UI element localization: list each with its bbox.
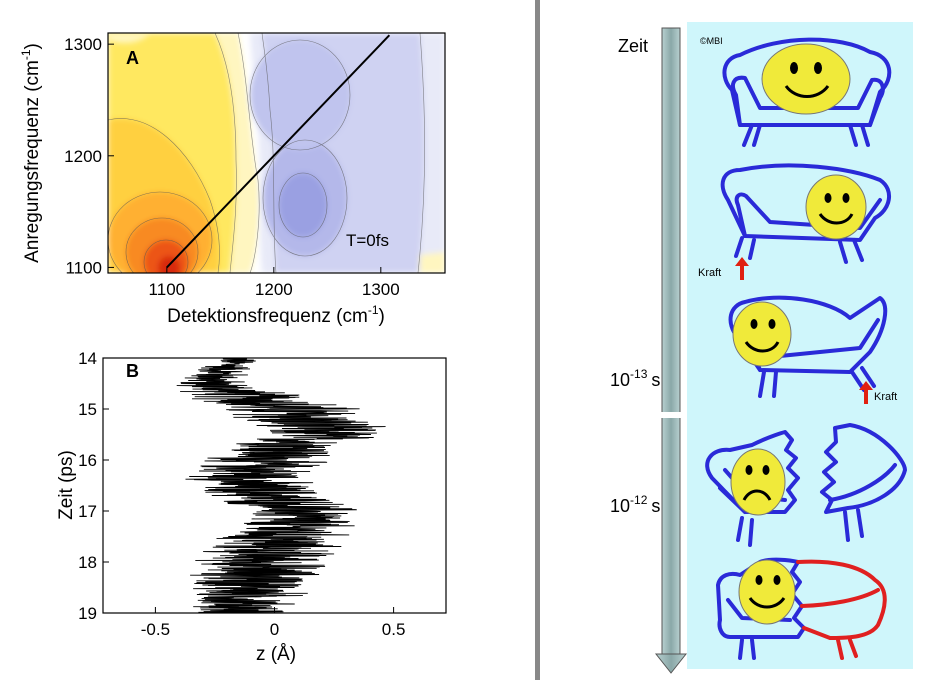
trajectory-x-axis-label: z (Å)	[256, 644, 296, 665]
x-tick-label: 1300	[362, 280, 400, 299]
smiley-face-happy	[805, 174, 867, 240]
x-tick-label: 0.5	[382, 620, 406, 639]
time-mark-1e-12: 10-12 s	[610, 493, 660, 516]
sofa-broken	[705, 423, 907, 547]
heatmap-ticks: 1100 1200 1300 1100 1200 1300	[64, 35, 400, 299]
x-tick-label: 1100	[149, 280, 186, 299]
copyright-label: ©MBI	[700, 36, 723, 46]
y-tick-label: 1200	[64, 147, 102, 166]
trajectory-ticks: -0.5 0 0.5 14 15 16 17 18 19	[78, 349, 405, 639]
smiley-face-happy	[738, 559, 796, 625]
y-tick-label: 15	[78, 400, 97, 419]
schematic-background	[687, 22, 913, 669]
negative-peak	[108, 33, 445, 273]
trajectory-series	[176, 358, 386, 613]
heatmap-x-axis-label: Detektionsfrequenz (cm-1)	[167, 303, 385, 327]
x-tick-label: 0	[270, 620, 279, 639]
contour-lines	[108, 33, 425, 273]
sofa-repaired	[716, 557, 887, 660]
trajectory-panel-b: -0.5 0 0.5 14 15 16 17 18 19 B z (Å) Zeit (ps)	[56, 349, 447, 665]
diagonal-line	[166, 34, 391, 269]
time-annotation: T=0fs	[346, 231, 389, 250]
y-tick-label: 17	[78, 502, 97, 521]
x-tick-label: 1200	[255, 280, 293, 299]
time-label: Zeit	[618, 36, 648, 56]
time-arrow	[654, 27, 688, 674]
smiley-face-happy	[761, 43, 851, 115]
y-tick-label: 16	[78, 451, 97, 470]
panel-label-a: A	[126, 48, 139, 68]
force-arrow-icon	[735, 257, 749, 280]
smiley-face-happy	[732, 301, 792, 367]
heatmap-plot-area	[108, 33, 445, 273]
heatmap-frame	[107, 32, 446, 274]
smiley-face-sad	[730, 448, 786, 516]
sofa-schematic: ©MBI Zeit 10-13 s 10-12 s	[610, 22, 913, 674]
y-tick-label: 18	[78, 553, 97, 572]
force-label-left: Kraft	[698, 267, 721, 279]
force-label-right: Kraft	[874, 391, 897, 403]
time-mark-1e-13: 10-13 s	[610, 367, 660, 390]
panel-label-b: B	[126, 361, 139, 381]
y-tick-label: 14	[78, 349, 97, 368]
force-arrow-icon	[859, 381, 873, 404]
y-tick-label: 19	[78, 604, 97, 623]
trajectory-y-axis-label: Zeit (ps)	[56, 450, 77, 520]
heatmap-y-axis-label: Anregungsfrequenz (cm-1)	[19, 43, 43, 263]
heatmap-panel-a: 1100 1200 1300 1100 1200 1300 A T=0fs Detekti…	[19, 32, 446, 327]
positive-peak	[108, 33, 260, 273]
sofa-pushed-left	[720, 163, 891, 264]
panel-divider	[535, 0, 540, 680]
y-tick-label: 1100	[65, 258, 102, 277]
x-tick-label: -0.5	[141, 620, 170, 639]
y-tick-label: 1300	[64, 35, 102, 54]
